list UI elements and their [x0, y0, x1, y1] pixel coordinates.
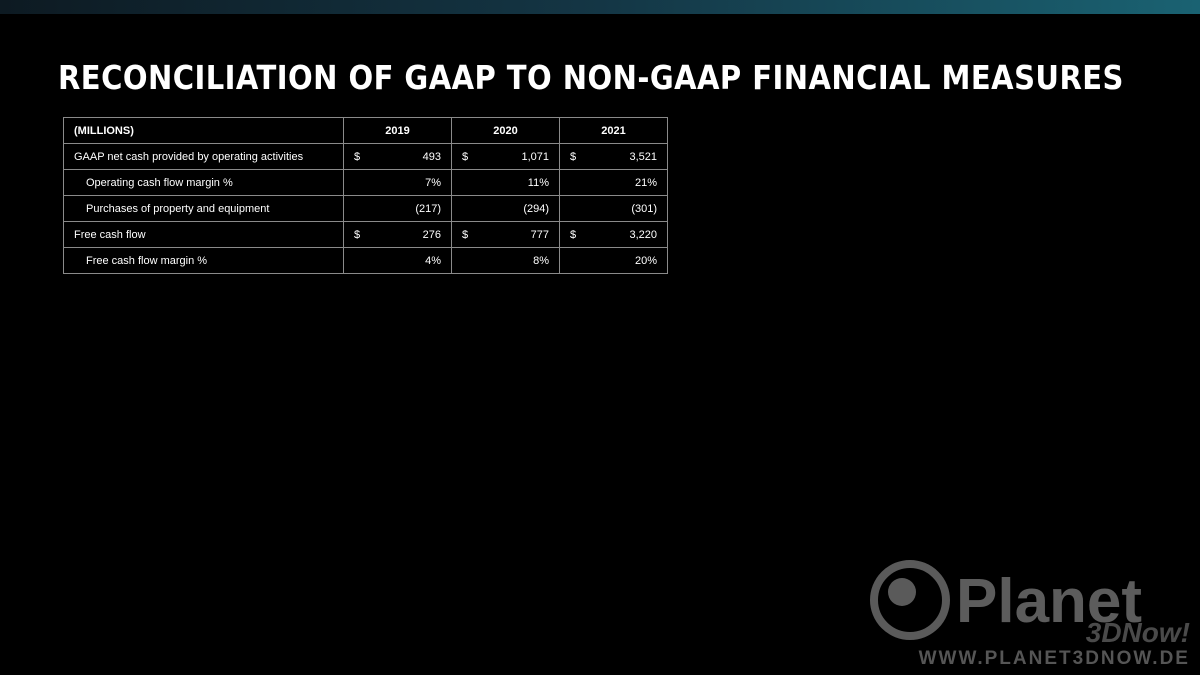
cell: 20% — [559, 247, 668, 274]
currency: $ — [354, 150, 361, 163]
cell: 7% — [343, 169, 452, 196]
watermark-sub: 3DNow! — [1086, 617, 1190, 648]
cell: $276 — [343, 221, 452, 248]
cell: $3,220 — [559, 221, 668, 248]
header-cell: (MILLIONS) — [63, 117, 344, 144]
cell: 21% — [559, 169, 668, 196]
watermark-url: WWW.PLANET3DNOW.DE — [919, 648, 1190, 669]
value: 493 — [422, 150, 441, 163]
row-label: GAAP net cash provided by operating acti… — [63, 143, 344, 170]
row-label: Free cash flow margin % — [63, 247, 344, 274]
row: Operating cash flow margin % 7% 11% 21% — [63, 169, 668, 196]
value: 1,071 — [521, 150, 549, 163]
value: 3,521 — [629, 150, 657, 163]
cell: $3,521 — [559, 143, 668, 170]
row: Free cash flow $276 $777 $3,220 — [63, 221, 668, 248]
value: 276 — [422, 228, 441, 241]
currency: $ — [570, 150, 577, 163]
cell: $493 — [343, 143, 452, 170]
row-label: Purchases of property and equipment — [63, 195, 344, 222]
currency: $ — [462, 228, 469, 241]
cell: $777 — [451, 221, 560, 248]
cell: (294) — [451, 195, 560, 222]
row-label: Operating cash flow margin % — [63, 169, 344, 196]
currency: $ — [570, 228, 577, 241]
cell: (217) — [343, 195, 452, 222]
cell: 11% — [451, 169, 560, 196]
row: Purchases of property and equipment (217… — [63, 195, 668, 222]
cell: 4% — [343, 247, 452, 274]
header-row: (MILLIONS) 2019 2020 2021 — [63, 117, 668, 144]
header-cell: 2020 — [451, 117, 560, 144]
row-label: Free cash flow — [63, 221, 344, 248]
value: 777 — [530, 228, 549, 241]
table: (MILLIONS) 2019 2020 2021 GAAP net cash … — [63, 117, 668, 274]
slide-title: RECONCILIATION OF GAAP TO NON-GAAP FINAN… — [58, 58, 1124, 97]
cell: $1,071 — [451, 143, 560, 170]
currency: $ — [462, 150, 469, 163]
cell: 8% — [451, 247, 560, 274]
watermark-brand: Planet — [956, 567, 1142, 636]
header-cell: 2021 — [559, 117, 668, 144]
top-bar — [0, 0, 1200, 14]
logo-ring — [870, 560, 950, 640]
row: Free cash flow margin % 4% 8% 20% — [63, 247, 668, 274]
row: GAAP net cash provided by operating acti… — [63, 143, 668, 170]
watermark: Planet 3DNow! WWW.PLANET3DNOW.DE — [870, 560, 1190, 669]
currency: $ — [354, 228, 361, 241]
logo-dot — [888, 578, 916, 606]
value: 3,220 — [629, 228, 657, 241]
header-cell: 2019 — [343, 117, 452, 144]
cell: (301) — [559, 195, 668, 222]
